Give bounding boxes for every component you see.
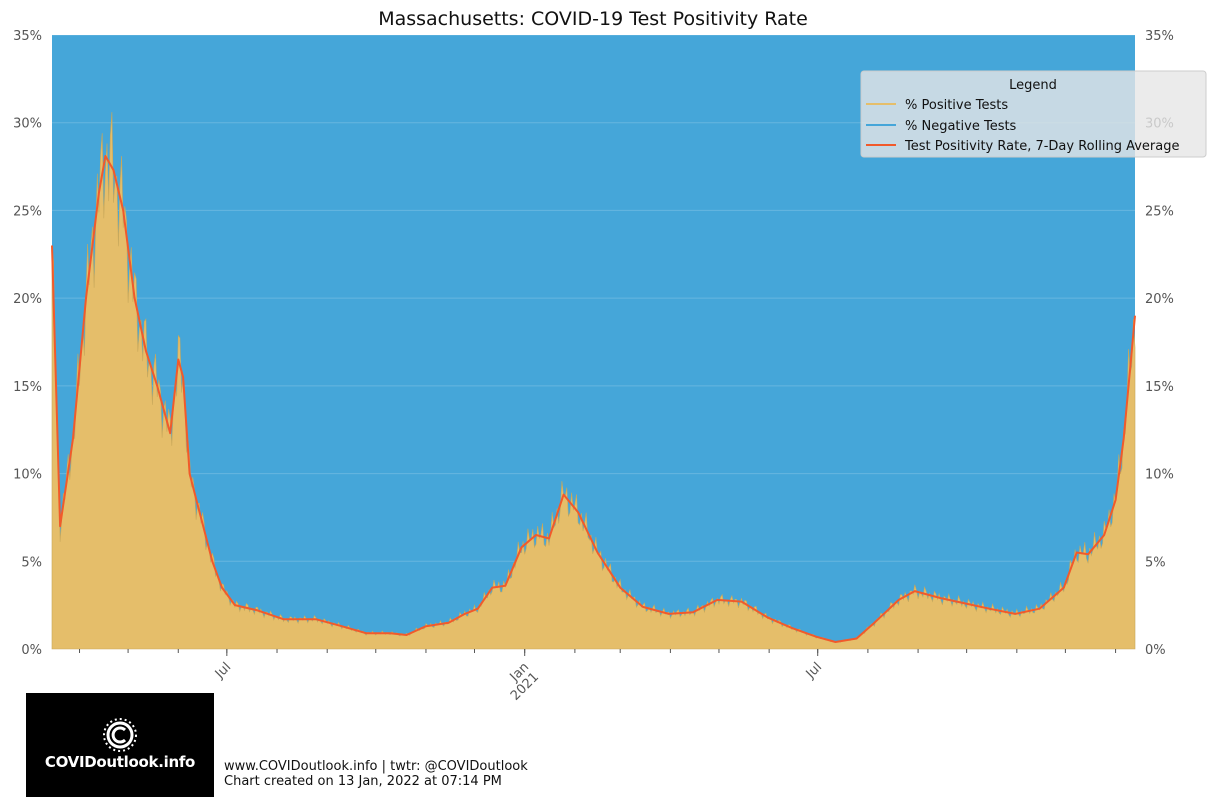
y-tick-label-right: 15%	[1145, 380, 1174, 395]
y-tick-label-left: 30%	[13, 117, 42, 132]
axes: 0%0%5%5%10%10%15%15%20%20%25%25%30%30%35…	[13, 29, 1174, 704]
x-tick-label: Jul	[803, 660, 825, 682]
y-tick-label-right: 20%	[1145, 292, 1174, 307]
y-tick-label-right: 0%	[1145, 643, 1166, 658]
footer-created-date: Chart created on 13 Jan, 2022 at 07:14 P…	[224, 774, 502, 789]
y-tick-label-left: 35%	[13, 29, 42, 44]
rolling-average-line	[51, 155, 1136, 643]
x-tick-label-group: Jul	[803, 660, 825, 682]
y-tick-label-left: 0%	[21, 643, 42, 658]
x-tick-label-group: Jul	[212, 660, 234, 682]
legend-label-rolling-avg: Test Positivity Rate, 7-Day Rolling Aver…	[904, 139, 1179, 154]
legend-box	[860, 70, 1207, 158]
chart-title: Massachusetts: COVID-19 Test Positivity …	[378, 8, 808, 30]
logo: COVIDoutlook.info	[26, 693, 214, 797]
legend-title: Legend	[1009, 78, 1057, 93]
virus-c-icon	[103, 718, 137, 752]
y-tick-label-left: 15%	[13, 380, 42, 395]
y-tick-label-right: 25%	[1145, 204, 1174, 219]
legend-label-positive: % Positive Tests	[905, 98, 1008, 113]
legend-label-negative: % Negative Tests	[905, 119, 1017, 134]
logo-text: COVIDoutlook.info	[44, 753, 196, 771]
y-tick-label-right: 35%	[1145, 29, 1174, 44]
footer: www.COVIDoutlook.info | twtr: @COVIDoutl…	[224, 759, 528, 789]
y-tick-label-left: 25%	[13, 204, 42, 219]
y-tick-label-right: 10%	[1145, 468, 1174, 483]
footer-links: www.COVIDoutlook.info | twtr: @COVIDoutl…	[224, 759, 528, 774]
y-tick-label-left: 5%	[21, 555, 42, 570]
legend: Legend % Positive Tests % Negative Tests…	[860, 70, 1207, 158]
y-tick-label-left: 20%	[13, 292, 42, 307]
x-tick-label: Jul	[212, 660, 234, 682]
y-tick-label-left: 10%	[13, 468, 42, 483]
y-tick-label-right: 5%	[1145, 555, 1166, 570]
